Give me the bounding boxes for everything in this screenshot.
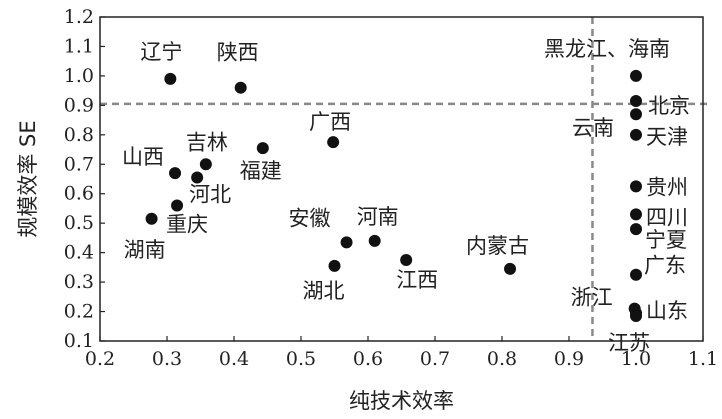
reference-lines bbox=[100, 17, 711, 341]
data-point bbox=[630, 108, 642, 121]
point-label: 广西 bbox=[309, 110, 351, 134]
data-point bbox=[199, 158, 212, 171]
y-tick-label: 0.3 bbox=[64, 271, 94, 293]
point-label: 江西 bbox=[396, 268, 438, 292]
data-point bbox=[504, 262, 517, 275]
y-tick-label: 0.5 bbox=[64, 212, 94, 234]
data-point bbox=[630, 208, 642, 221]
data-point bbox=[256, 142, 269, 155]
point-label: 山西 bbox=[122, 145, 164, 169]
y-tick-label: 0.4 bbox=[64, 242, 94, 264]
y-tick-label: 1.0 bbox=[64, 65, 94, 87]
x-tick-label: 0.3 bbox=[152, 348, 182, 370]
point-label: 山东 bbox=[646, 299, 688, 323]
point-label: 河北 bbox=[189, 183, 231, 207]
y-axis-ticks: 0.1 0.2 0.3 0.4 0.5 0.6 0.7 0.8 0.9 1.0 1.1 1.2 bbox=[64, 6, 105, 352]
point-label: 湖南 bbox=[124, 238, 166, 262]
data-point bbox=[630, 223, 642, 236]
point-label: 内蒙古 bbox=[466, 234, 529, 258]
y-tick-label: 0.7 bbox=[64, 153, 94, 175]
y-tick-label: 0.2 bbox=[64, 301, 94, 323]
point-label: 吉林 bbox=[186, 130, 228, 154]
data-points bbox=[145, 69, 642, 322]
point-label: 陕西 bbox=[217, 41, 259, 65]
y-tick-label: 0.1 bbox=[64, 330, 94, 352]
point-label: 黑龙江、海南 bbox=[544, 37, 670, 61]
point-label: 四川 bbox=[646, 205, 688, 229]
point-label: 辽宁 bbox=[140, 40, 182, 64]
data-point bbox=[630, 94, 642, 107]
data-point bbox=[164, 72, 177, 85]
x-tick-label: 1.1 bbox=[688, 348, 718, 370]
data-point bbox=[327, 136, 340, 149]
point-label: 重庆 bbox=[166, 213, 208, 237]
point-label: 江苏 bbox=[608, 331, 650, 355]
y-tick-label: 0.8 bbox=[64, 124, 94, 146]
data-point bbox=[368, 234, 381, 247]
point-label: 安徽 bbox=[289, 206, 331, 230]
data-point bbox=[169, 167, 182, 180]
data-point bbox=[191, 171, 204, 184]
point-label: 宁夏 bbox=[645, 228, 687, 252]
point-label: 广东 bbox=[644, 254, 686, 278]
x-tick-label: 0.4 bbox=[219, 348, 249, 370]
x-tick-label: 0.9 bbox=[554, 348, 584, 370]
x-tick-label: 0.5 bbox=[286, 348, 316, 370]
point-label: 贵州 bbox=[646, 175, 688, 199]
data-point bbox=[630, 180, 642, 193]
data-point bbox=[630, 309, 642, 322]
data-point bbox=[630, 69, 642, 82]
data-point bbox=[171, 199, 184, 212]
x-tick-label: 0.7 bbox=[420, 348, 450, 370]
point-label: 河南 bbox=[357, 205, 399, 229]
x-tick-label: 0.6 bbox=[353, 348, 383, 370]
data-point bbox=[328, 259, 341, 272]
plot-frame bbox=[99, 16, 704, 342]
data-point bbox=[340, 236, 353, 249]
point-label: 福建 bbox=[240, 159, 282, 183]
x-tick-label: 0.2 bbox=[85, 348, 115, 370]
data-point bbox=[400, 254, 413, 266]
point-label: 浙江 bbox=[571, 286, 613, 310]
x-axis-label: 纯技术效率 bbox=[349, 389, 454, 413]
data-point bbox=[145, 212, 158, 225]
point-label: 北京 bbox=[648, 94, 690, 118]
x-axis-ticks: 0.2 0.3 0.4 0.5 0.6 0.7 0.8 0.9 1.0 1.1 bbox=[85, 336, 718, 370]
x-tick-label: 1.0 bbox=[621, 348, 651, 370]
y-tick-label: 1.2 bbox=[64, 6, 94, 28]
y-tick-label: 0.6 bbox=[64, 183, 94, 205]
point-label: 湖北 bbox=[303, 279, 345, 303]
data-point bbox=[630, 268, 642, 281]
y-tick-label: 1.1 bbox=[64, 35, 94, 57]
point-label: 天津 bbox=[646, 125, 688, 149]
y-tick-label: 0.9 bbox=[64, 94, 94, 116]
x-tick-label: 0.8 bbox=[487, 348, 517, 370]
data-point bbox=[234, 81, 247, 94]
point-label: 云南 bbox=[572, 116, 614, 140]
y-axis-label: 规模效率 SE bbox=[16, 120, 40, 237]
data-point bbox=[630, 128, 642, 141]
